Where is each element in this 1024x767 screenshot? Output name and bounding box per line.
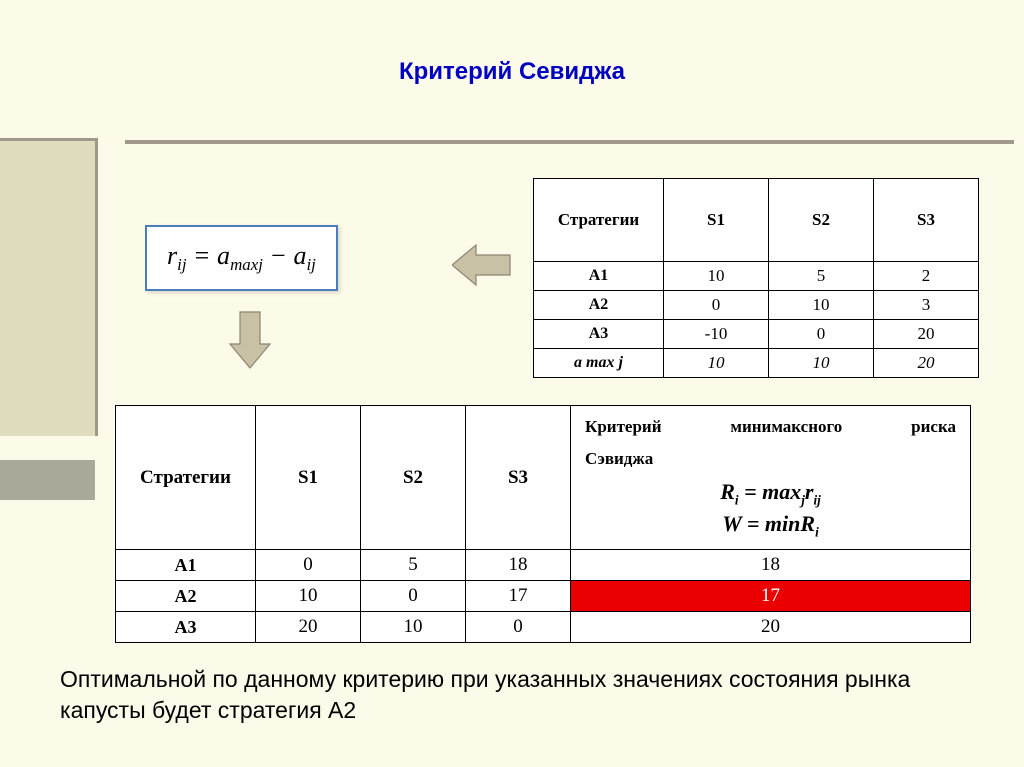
main-formula: rij = amaxj − aij — [167, 241, 316, 270]
table1-cell: 10 — [769, 349, 874, 378]
table2-col-header: S2 — [361, 406, 466, 550]
table2-header-label: Стратегии — [116, 406, 256, 550]
table2-col-header: S3 — [466, 406, 571, 550]
table2-cell: 17 — [466, 581, 571, 612]
slide: Критерий Севиджа rij = amaxj − aij Страт… — [0, 0, 1024, 767]
table1-cell: 3 — [874, 291, 979, 320]
main-formula-box: rij = amaxj − aij — [145, 225, 338, 291]
criteria-header: КритерийминимаксногорискаСэвиджаRi = max… — [571, 406, 971, 550]
criterion-value: 20 — [571, 612, 971, 643]
table1-cell: 5 — [769, 262, 874, 291]
table1-col-header: S2 — [769, 179, 874, 262]
table2-cell: 0 — [361, 581, 466, 612]
table2-cell: 18 — [466, 550, 571, 581]
criterion-value: 17 — [571, 581, 971, 612]
table1-cell: 20 — [874, 320, 979, 349]
accent-block-top — [0, 138, 98, 436]
horizontal-rule — [125, 140, 1014, 144]
table1-row-label: A2 — [534, 291, 664, 320]
table2-row-label: A2 — [116, 581, 256, 612]
table2-row-label: A1 — [116, 550, 256, 581]
table1-cell: 10 — [664, 349, 769, 378]
table1-col-header: S3 — [874, 179, 979, 262]
payoff-table: СтратегииS1S2S3A11052A20103A3-10020a max… — [533, 178, 979, 378]
table1-row-label: a max j — [534, 349, 664, 378]
table1-row-label: A3 — [534, 320, 664, 349]
regret-table: СтратегииS1S2S3Критерийминимаксногориска… — [115, 405, 971, 643]
table1-cell: 2 — [874, 262, 979, 291]
accent-block-bottom — [0, 460, 95, 500]
criterion-value: 18 — [571, 550, 971, 581]
table2-col-header: S1 — [256, 406, 361, 550]
table2-cell: 5 — [361, 550, 466, 581]
table2-cell: 0 — [256, 550, 361, 581]
table1-cell: 10 — [664, 262, 769, 291]
table2-row-label: A3 — [116, 612, 256, 643]
table1-cell: 0 — [664, 291, 769, 320]
slide-title: Критерий Севиджа — [0, 58, 1024, 86]
table1-cell: 10 — [769, 291, 874, 320]
table1-col-header: S1 — [664, 179, 769, 262]
conclusion-text: Оптимальной по данному критерию при указ… — [60, 664, 960, 726]
arrow-left-icon — [452, 240, 512, 290]
table1-cell: -10 — [664, 320, 769, 349]
table1-cell: 0 — [769, 320, 874, 349]
table1-row-label: A1 — [534, 262, 664, 291]
table1-header-label: Стратегии — [534, 179, 664, 262]
table2-cell: 10 — [361, 612, 466, 643]
table2-cell: 0 — [466, 612, 571, 643]
table2-cell: 20 — [256, 612, 361, 643]
table1-cell: 20 — [874, 349, 979, 378]
table2-cell: 10 — [256, 581, 361, 612]
arrow-down-icon — [225, 310, 275, 370]
